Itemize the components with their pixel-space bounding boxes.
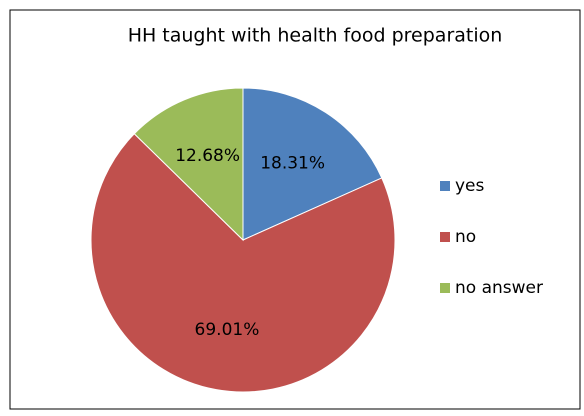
chart-title: HH taught with health food preparation <box>128 25 503 47</box>
pie-slice <box>242 87 383 241</box>
pie-slice <box>133 87 244 242</box>
legend-label: yes <box>455 176 485 196</box>
legend-label: no answer <box>455 278 543 298</box>
data-label: 18.31% <box>260 153 325 173</box>
legend-swatch <box>440 283 450 293</box>
pie-slice <box>90 133 396 393</box>
legend-swatch <box>440 181 450 191</box>
data-label: 12.68% <box>175 146 240 166</box>
data-label: 69.01% <box>195 320 260 340</box>
legend-swatch <box>440 232 450 242</box>
legend-label: no <box>455 227 476 247</box>
